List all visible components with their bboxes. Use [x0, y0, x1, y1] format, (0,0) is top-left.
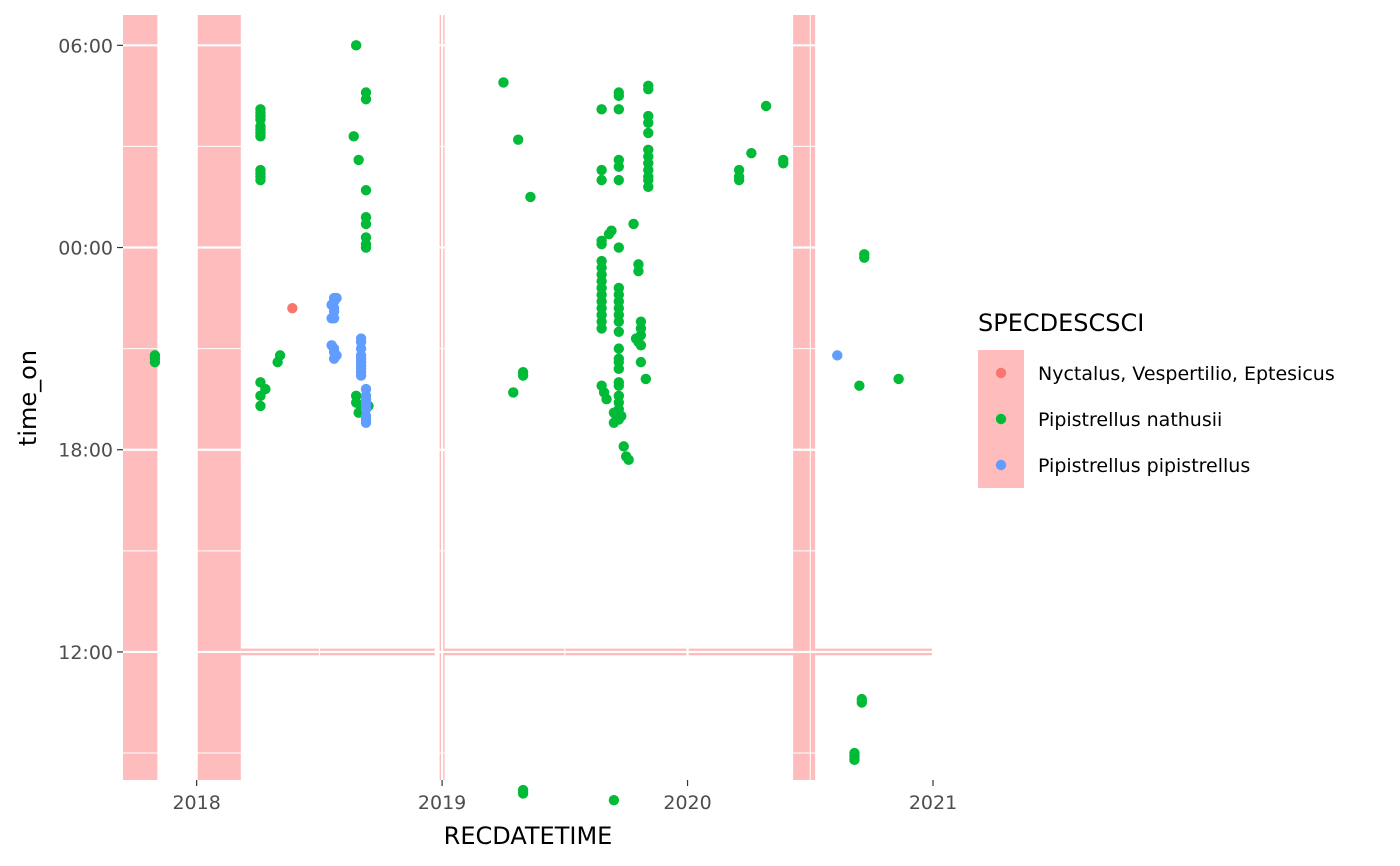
legend-key-point	[995, 413, 1007, 425]
data-point	[512, 134, 524, 145]
data-point	[856, 693, 868, 705]
x-tick-label: 2019	[418, 792, 466, 814]
data-point	[149, 356, 161, 368]
legend-title: SPECDESCSCI	[978, 309, 1144, 337]
data-point	[260, 383, 271, 395]
data-point	[778, 158, 789, 169]
legend-label: Pipistrellus nathusii	[1038, 409, 1222, 431]
data-point	[508, 387, 519, 398]
data-point	[517, 370, 529, 381]
data-point	[608, 795, 620, 806]
data-point	[643, 127, 654, 139]
data-point	[618, 441, 629, 452]
legend-label: Pipistrellus pipistrellus	[1038, 455, 1250, 477]
data-point	[849, 751, 860, 762]
data-point	[255, 131, 266, 142]
data-point	[613, 174, 625, 186]
legend-key-point	[995, 367, 1007, 379]
data-point	[623, 454, 634, 466]
data-point	[633, 265, 644, 277]
data-point	[355, 370, 367, 381]
data-point	[613, 343, 625, 354]
legend-entries: Nyctalus, Vespertilio, Eptesicus Pipistre…	[978, 350, 1335, 488]
data-point	[613, 90, 625, 102]
data-point	[613, 104, 625, 115]
data-point	[255, 174, 266, 186]
data-point	[616, 410, 627, 422]
legend-label: Nyctalus, Vespertilio, Eptesicus	[1038, 363, 1335, 385]
data-point	[643, 83, 654, 95]
data-point	[601, 393, 612, 405]
data-point	[854, 380, 865, 391]
data-point	[635, 356, 647, 368]
data-point	[613, 380, 625, 391]
data-point	[596, 164, 607, 176]
data-point	[640, 373, 652, 385]
y-tick-label: 06:00	[58, 35, 113, 57]
data-point	[498, 77, 509, 88]
data-point	[596, 323, 607, 334]
data-point	[353, 154, 364, 166]
data-point	[596, 238, 607, 250]
gridlines	[73, 15, 935, 780]
data-point	[517, 784, 529, 796]
data-point	[613, 316, 625, 327]
data-point	[348, 131, 359, 142]
data-point	[596, 174, 607, 186]
data-point	[613, 161, 625, 172]
data-point	[643, 181, 654, 193]
data-point	[635, 329, 647, 341]
data-point	[859, 252, 870, 263]
data-point	[350, 40, 362, 51]
x-axis-title: RECDATETIME	[444, 822, 613, 850]
data-point	[360, 94, 372, 105]
data-point	[733, 174, 745, 186]
data-point	[832, 350, 843, 361]
legend: SPECDESCSCI Nyctalus, Vespertilio, Eptes…	[978, 309, 1335, 488]
legend-key-point	[995, 459, 1007, 471]
data-point	[525, 191, 536, 203]
data-points	[149, 40, 904, 806]
data-point	[287, 302, 298, 314]
data-point	[360, 218, 372, 230]
data-point	[606, 225, 617, 236]
data-point	[613, 326, 625, 337]
y-tick-label: 00:00	[58, 238, 113, 260]
data-point	[746, 147, 757, 159]
data-point	[328, 353, 340, 364]
y-tick-label: 12:00	[58, 642, 113, 664]
data-point	[360, 417, 372, 428]
y-axis-ticks: 06:00 00:00 18:00 12:00	[58, 35, 123, 664]
x-axis-ticks: 2018 2019 2020 2021	[172, 780, 957, 814]
data-point	[628, 218, 639, 230]
data-point	[643, 117, 654, 129]
data-point	[635, 340, 647, 351]
data-point	[893, 373, 904, 385]
data-point	[360, 185, 372, 196]
data-point	[613, 242, 625, 253]
data-point	[274, 350, 286, 361]
y-tick-label: 18:00	[58, 440, 113, 462]
data-point	[596, 104, 607, 115]
y-axis-title: time_on	[14, 350, 42, 446]
data-point	[360, 242, 372, 253]
data-point	[613, 363, 625, 375]
night-period-band	[196, 15, 241, 780]
x-tick-label: 2018	[172, 792, 220, 814]
night-period-band	[793, 15, 816, 780]
data-point	[255, 400, 266, 412]
data-point	[328, 313, 340, 324]
x-tick-label: 2021	[909, 792, 957, 814]
data-point	[331, 292, 342, 304]
night-period-band	[123, 15, 158, 780]
x-tick-label: 2020	[663, 792, 711, 814]
data-point	[760, 100, 772, 112]
